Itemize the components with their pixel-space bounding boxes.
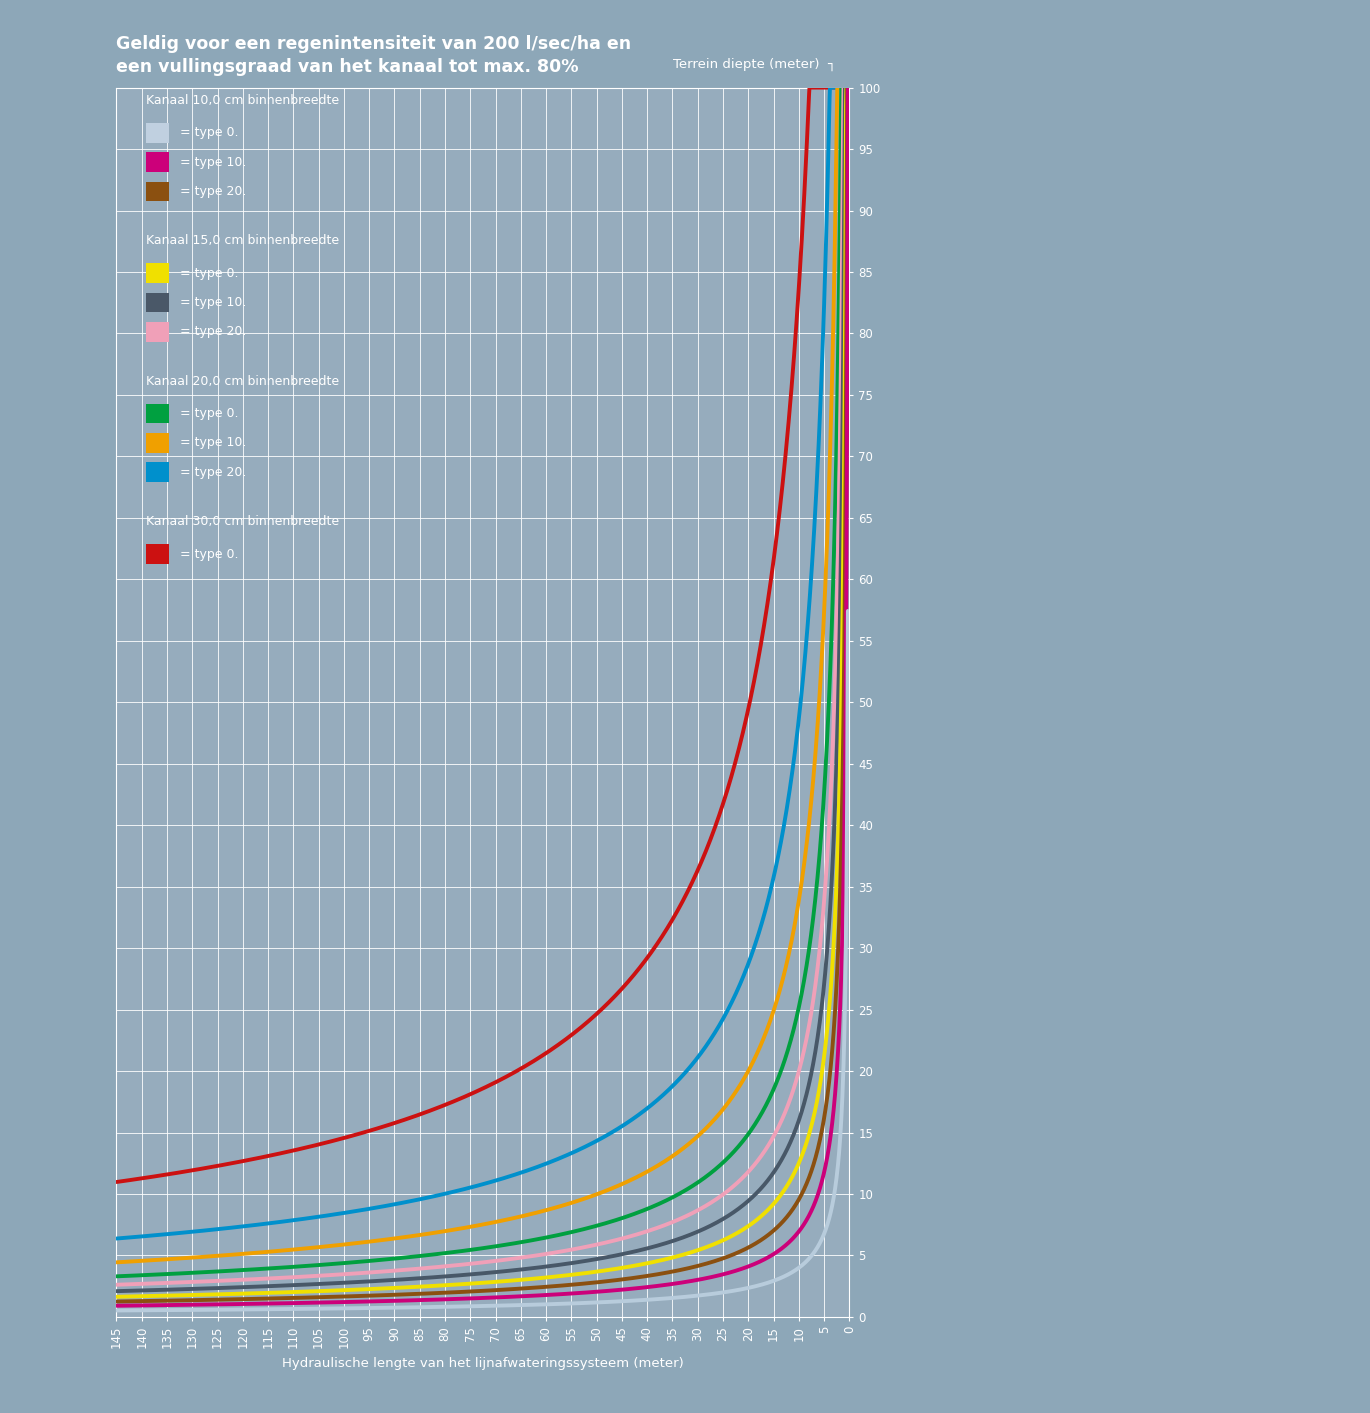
Text: = type 0.: = type 0. [181, 126, 238, 140]
Bar [145, 462, 170, 482]
Text: Kanaal 20,0 cm binnenbreedte: Kanaal 20,0 cm binnenbreedte [145, 374, 338, 387]
Text: Kanaal 30,0 cm binnenbreedte: Kanaal 30,0 cm binnenbreedte [145, 514, 338, 528]
Text: = type 20.: = type 20. [181, 185, 247, 198]
Bar [145, 322, 170, 342]
Bar [145, 123, 170, 143]
Text: Kanaal 15,0 cm binnenbreedte: Kanaal 15,0 cm binnenbreedte [145, 235, 338, 247]
Text: Kanaal 10,0 cm binnenbreedte: Kanaal 10,0 cm binnenbreedte [145, 93, 338, 107]
Text: = type 10.: = type 10. [181, 295, 247, 309]
Text: = type 20.: = type 20. [181, 325, 247, 338]
Bar [145, 153, 170, 172]
Text: = type 0.: = type 0. [181, 547, 238, 561]
Bar [145, 181, 170, 201]
Text: Terrein diepte (meter)  ┐: Terrein diepte (meter) ┐ [673, 58, 836, 71]
Text: = type 0.: = type 0. [181, 267, 238, 280]
Bar [145, 263, 170, 283]
Bar [145, 292, 170, 312]
Text: = type 10.: = type 10. [181, 437, 247, 449]
Bar [145, 544, 170, 564]
Bar [145, 432, 170, 452]
Bar [145, 404, 170, 424]
Text: = type 10.: = type 10. [181, 155, 247, 168]
Text: = type 0.: = type 0. [181, 407, 238, 420]
Text: = type 20.: = type 20. [181, 466, 247, 479]
X-axis label: Hydraulische lengte van het lijnafwateringssysteem (meter): Hydraulische lengte van het lijnafwateri… [282, 1356, 684, 1369]
Text: Geldig voor een regenintensiteit van 200 l/sec/ha en
een vullingsgraad van het k: Geldig voor een regenintensiteit van 200… [116, 35, 632, 75]
